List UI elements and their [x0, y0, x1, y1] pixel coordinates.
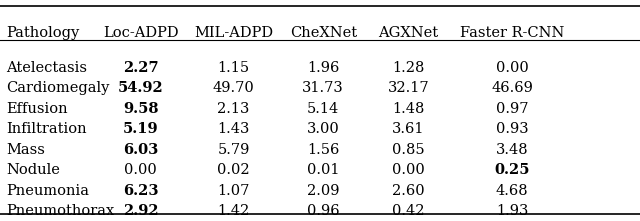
Text: 1.43: 1.43 [218, 122, 250, 136]
Text: Pneumothorax: Pneumothorax [6, 204, 115, 219]
Text: 6.23: 6.23 [123, 184, 159, 198]
Text: 2.27: 2.27 [123, 61, 159, 74]
Text: 6.03: 6.03 [123, 143, 159, 157]
Text: 46.69: 46.69 [491, 81, 533, 95]
Text: 5.79: 5.79 [218, 143, 250, 157]
Text: 1.07: 1.07 [218, 184, 250, 198]
Text: AGXNet: AGXNet [378, 26, 438, 40]
Text: Pneumonia: Pneumonia [6, 184, 90, 198]
Text: Cardiomegaly: Cardiomegaly [6, 81, 110, 95]
Text: Pathology: Pathology [6, 26, 79, 40]
Text: 0.96: 0.96 [307, 204, 339, 219]
Text: 1.93: 1.93 [496, 204, 528, 219]
Text: Atelectasis: Atelectasis [6, 61, 88, 74]
Text: 1.96: 1.96 [307, 61, 339, 74]
Text: 5.19: 5.19 [123, 122, 159, 136]
Text: 2.60: 2.60 [392, 184, 424, 198]
Text: CheXNet: CheXNet [290, 26, 356, 40]
Text: 2.13: 2.13 [218, 102, 250, 116]
Text: 2.92: 2.92 [123, 204, 159, 219]
Text: Effusion: Effusion [6, 102, 68, 116]
Text: 1.28: 1.28 [392, 61, 424, 74]
Text: 3.00: 3.00 [307, 122, 340, 136]
Text: 54.92: 54.92 [118, 81, 164, 95]
Text: 9.58: 9.58 [123, 102, 159, 116]
Text: 0.97: 0.97 [496, 102, 528, 116]
Text: 0.02: 0.02 [218, 163, 250, 177]
Text: 0.00: 0.00 [392, 163, 425, 177]
Text: 0.93: 0.93 [496, 122, 528, 136]
Text: 1.56: 1.56 [307, 143, 339, 157]
Text: MIL-ADPD: MIL-ADPD [194, 26, 273, 40]
Text: Loc-ADPD: Loc-ADPD [103, 26, 179, 40]
Text: 0.85: 0.85 [392, 143, 424, 157]
Text: 1.42: 1.42 [218, 204, 250, 219]
Text: Mass: Mass [6, 143, 45, 157]
Text: 32.17: 32.17 [387, 81, 429, 95]
Text: 4.68: 4.68 [496, 184, 528, 198]
Text: 1.48: 1.48 [392, 102, 424, 116]
Text: 0.01: 0.01 [307, 163, 339, 177]
Text: Faster R-CNN: Faster R-CNN [460, 26, 564, 40]
Text: 0.42: 0.42 [392, 204, 424, 219]
Text: 49.70: 49.70 [212, 81, 255, 95]
Text: 0.00: 0.00 [124, 163, 157, 177]
Text: 2.09: 2.09 [307, 184, 339, 198]
Text: Infiltration: Infiltration [6, 122, 87, 136]
Text: 3.61: 3.61 [392, 122, 424, 136]
Text: 0.00: 0.00 [495, 61, 529, 74]
Text: 5.14: 5.14 [307, 102, 339, 116]
Text: 31.73: 31.73 [302, 81, 344, 95]
Text: 3.48: 3.48 [496, 143, 528, 157]
Text: 1.15: 1.15 [218, 61, 250, 74]
Text: 0.25: 0.25 [494, 163, 530, 177]
Text: Nodule: Nodule [6, 163, 60, 177]
